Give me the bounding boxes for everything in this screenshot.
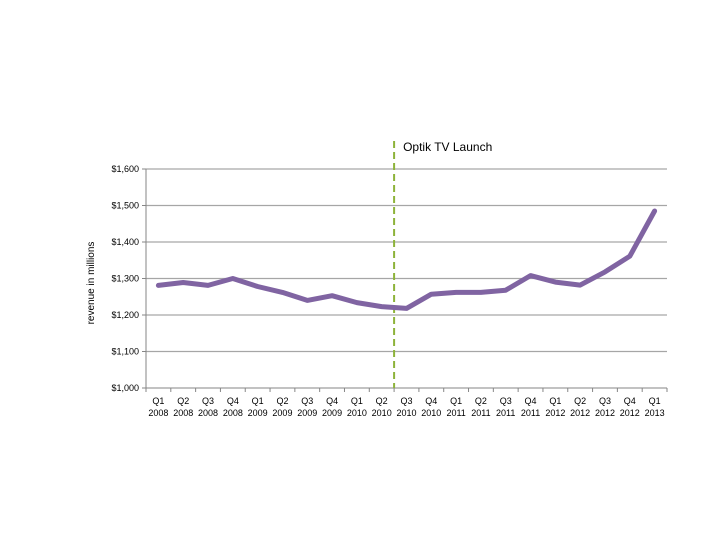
- x-tick-year: 2010: [347, 408, 367, 418]
- y-tick-label: $1,000: [111, 383, 139, 393]
- x-tick-quarter: Q3: [202, 396, 214, 406]
- x-tick-year: 2012: [620, 408, 640, 418]
- x-tick-quarter: Q4: [227, 396, 239, 406]
- x-tick-year: 2010: [372, 408, 392, 418]
- x-tick-quarter: Q2: [376, 396, 388, 406]
- x-tick-quarter: Q4: [624, 396, 636, 406]
- x-tick-year: 2008: [198, 408, 218, 418]
- x-tick-quarter: Q4: [525, 396, 537, 406]
- x-tick-year: 2010: [421, 408, 441, 418]
- x-tick-quarter: Q2: [177, 396, 189, 406]
- x-tick-year: 2012: [595, 408, 615, 418]
- y-tick-labels: $1,000 $1,100 $1,200 $1,300 $1,400 $1,500 $1,6…: [111, 164, 139, 393]
- x-tick-year: 2011: [521, 408, 540, 418]
- y-axis-label: revenue in millions: [86, 242, 97, 325]
- y-tick-label: $1,200: [111, 310, 139, 320]
- y-tick-label: $1,300: [111, 274, 139, 284]
- annotation-layer: Optik TV Launch: [393, 140, 492, 388]
- x-tick-quarter: Q1: [152, 396, 164, 406]
- grid-layer: [146, 168, 667, 353]
- x-tick-quarter: Q3: [400, 396, 412, 406]
- x-tick-year: 2011: [496, 408, 515, 418]
- series-layer: [155, 208, 658, 311]
- x-tick-year: 2009: [272, 408, 292, 418]
- y-tick-label: $1,500: [111, 201, 139, 211]
- x-tick-quarter: Q3: [599, 396, 611, 406]
- x-tick-year: 2013: [645, 408, 665, 418]
- x-tick-quarter: Q1: [649, 396, 661, 406]
- x-tick-year: 2012: [570, 408, 590, 418]
- x-tick-labels: Q1 2008 Q2 2008 Q3 2008 Q4 2008 Q1 2009 Q2 2009 Q3 20…: [148, 396, 664, 418]
- x-tick-quarter: Q3: [301, 396, 313, 406]
- x-tick-quarter: Q2: [475, 396, 487, 406]
- x-tick-year: 2009: [248, 408, 268, 418]
- y-tick-label: $1,400: [111, 237, 139, 247]
- x-tick-quarter: Q4: [326, 396, 338, 406]
- axis-layer: [142, 168, 668, 392]
- x-tick-quarter: Q4: [425, 396, 437, 406]
- x-tick-year: 2009: [322, 408, 342, 418]
- optik-tv-launch-label: Optik TV Launch: [403, 140, 492, 154]
- x-tick-year: 2011: [471, 408, 490, 418]
- y-tick-label: $1,600: [111, 164, 139, 174]
- x-tick-year: 2012: [545, 408, 565, 418]
- x-tick-quarter: Q1: [450, 396, 462, 406]
- x-tick-quarter: Q1: [549, 396, 561, 406]
- x-tick-quarter: Q3: [500, 396, 512, 406]
- x-tick-quarter: Q2: [276, 396, 288, 406]
- x-tick-year: 2008: [173, 408, 193, 418]
- x-tick-quarter: Q1: [351, 396, 363, 406]
- series-line-revenue: [155, 208, 658, 311]
- x-tick-year: 2008: [223, 408, 243, 418]
- x-tick-year: 2009: [297, 408, 317, 418]
- x-tick-year: 2011: [446, 408, 465, 418]
- x-tick-quarter: Q2: [574, 396, 586, 406]
- x-tick-year: 2008: [148, 408, 168, 418]
- x-tick-year: 2010: [396, 408, 416, 418]
- y-tick-label: $1,100: [111, 347, 139, 357]
- x-tick-quarter: Q1: [252, 396, 264, 406]
